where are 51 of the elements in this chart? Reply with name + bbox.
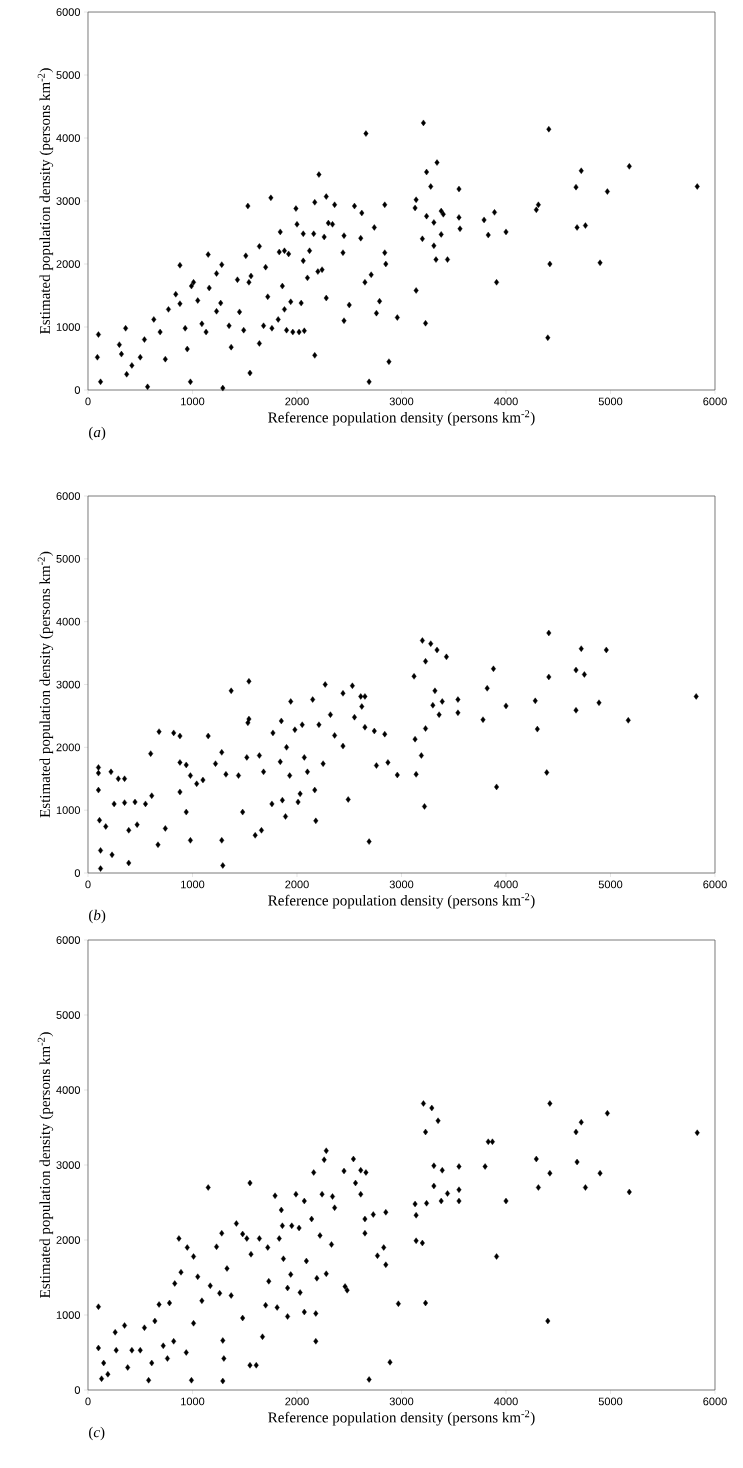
y-tick-label: 4000 — [56, 1086, 81, 1094]
y-tick-label: 2000 — [56, 1236, 81, 1244]
x-tick-label: 4000 — [494, 397, 518, 406]
y-tick-label: 4000 — [56, 617, 81, 626]
x-tick-label: 4000 — [494, 1397, 518, 1406]
y-tick-label: 2000 — [56, 260, 81, 268]
x-tick-label: 5000 — [598, 880, 623, 889]
y-axis-title: Estimated population density (persons km$^{-2}$) — [37, 1032, 54, 1298]
y-tick-label: 3000 — [56, 680, 81, 689]
y-tick-label: 5000 — [56, 554, 81, 563]
y-tick-label: 0 — [74, 1386, 81, 1394]
y-tick-label: 5000 — [56, 71, 81, 79]
y-axis-title: Estimated population density (persons km$^{-2}$) — [37, 68, 54, 334]
y-tick-label: 2000 — [56, 743, 81, 752]
x-tick-label: 3000 — [389, 880, 414, 889]
y-tick-label: 5000 — [56, 1011, 81, 1019]
text: (b) — [89, 909, 106, 924]
x-tick-label: 6000 — [703, 397, 727, 406]
x-tick-label: 0 — [85, 880, 91, 889]
x-tick-label: 0 — [85, 1397, 91, 1406]
x-tick-label: 6000 — [703, 1397, 727, 1406]
x-tick-label: 2000 — [285, 1397, 309, 1406]
x-tick-label: 2000 — [285, 880, 309, 889]
x-tick-label: 3000 — [389, 1397, 414, 1406]
x-axis-title: Reference population density (persons km$^{-2}$) — [268, 1410, 535, 1426]
y-tick-label: 6000 — [56, 936, 81, 944]
x-tick-label: 1000 — [181, 1397, 205, 1406]
y-tick-label: 1000 — [56, 1311, 81, 1319]
x-tick-label: 0 — [85, 397, 91, 406]
x-tick-label: 4000 — [494, 880, 518, 889]
y-tick-label: 0 — [74, 386, 81, 394]
y-tick-label: 4000 — [56, 134, 81, 142]
y-tick-label: 0 — [74, 869, 81, 877]
y-tick-label: 6000 — [56, 8, 81, 16]
y-tick-label: 3000 — [56, 197, 81, 205]
y-axis-title: Estimated population density (persons km$^{-2}$) — [37, 551, 54, 818]
x-tick-label: 5000 — [598, 1397, 623, 1406]
x-tick-label: 2000 — [285, 397, 309, 406]
x-axis-title: Reference population density (persons km$^{-2}$) — [268, 410, 535, 426]
y-tick-label: 1000 — [56, 323, 81, 331]
y-tick-label: 3000 — [56, 1161, 81, 1169]
x-tick-label: 6000 — [703, 880, 727, 889]
x-tick-label: 1000 — [181, 397, 205, 406]
x-axis-title: Reference population density (persons km$^{-2}$) — [268, 893, 535, 909]
y-tick-label: 1000 — [56, 806, 81, 815]
text: (a) — [89, 426, 106, 441]
x-tick-label: 3000 — [389, 397, 414, 406]
y-tick-label: 6000 — [56, 492, 81, 500]
x-tick-label: 5000 — [598, 397, 623, 406]
text: (c) — [89, 1426, 105, 1441]
x-tick-label: 1000 — [181, 880, 205, 889]
